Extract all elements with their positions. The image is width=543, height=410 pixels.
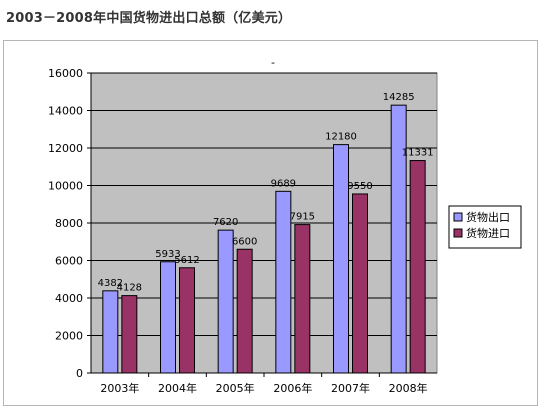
y-tick-label: 10000 (48, 180, 83, 193)
bar-export (102, 290, 119, 374)
bar-export (217, 229, 234, 374)
legend-box (448, 205, 522, 249)
legend-swatch (453, 228, 463, 238)
bar-import (409, 160, 426, 374)
bar-import (352, 193, 368, 374)
bar-export (275, 190, 292, 374)
bar-import (179, 267, 195, 374)
legend-label: 货物进口 (466, 226, 510, 240)
data-label: 11331 (402, 148, 434, 159)
bar-import (121, 295, 138, 374)
data-label: 5933 (155, 249, 180, 260)
bar-export (390, 104, 407, 374)
data-label: 9689 (271, 178, 296, 189)
data-label: 4382 (98, 278, 123, 289)
page-title: 2003－2008年中国货物进出口总额（亿美元） (6, 11, 292, 26)
y-tick-label: 16000 (48, 67, 83, 80)
y-tick-label: 12000 (48, 142, 83, 155)
chart-title: - (271, 56, 275, 69)
bar-export (333, 144, 349, 374)
y-tick-label: 2000 (55, 330, 83, 343)
x-tick-label: 2004年 (158, 381, 197, 395)
x-tick-label: 2006年 (273, 381, 312, 395)
data-label: 12180 (325, 132, 357, 143)
data-label: 14285 (383, 92, 415, 103)
data-label: 6600 (232, 236, 257, 247)
y-tick-label: 0 (76, 367, 83, 380)
legend-swatch (453, 212, 463, 222)
data-label: 7620 (213, 217, 238, 228)
bar-import (236, 248, 253, 374)
x-tick-label: 2003年 (100, 381, 139, 395)
y-tick-label: 4000 (55, 292, 83, 305)
y-tick-label: 8000 (55, 217, 83, 230)
bar-import (294, 224, 311, 374)
y-tick-label: 6000 (55, 255, 83, 268)
y-tick-label: 14000 (48, 105, 83, 118)
bar-export (160, 261, 176, 374)
x-tick-label: 2007年 (331, 381, 370, 395)
legend-label: 货物出口 (466, 210, 510, 224)
x-tick-label: 2005年 (216, 381, 255, 395)
data-label: 5612 (174, 255, 199, 266)
data-label: 7915 (290, 212, 315, 223)
data-label: 9550 (347, 181, 372, 192)
x-tick-label: 2008年 (389, 381, 428, 395)
data-label: 4128 (117, 283, 142, 294)
